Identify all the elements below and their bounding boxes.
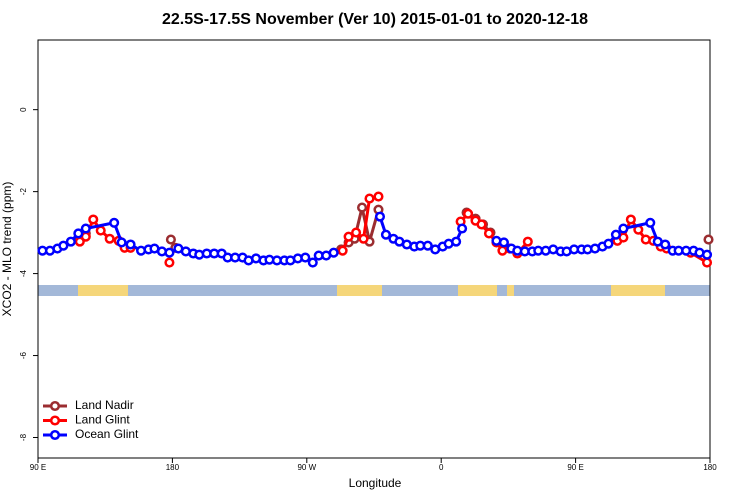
point <box>703 234 714 245</box>
y-tick-label: -2 <box>19 188 28 196</box>
legend-label: Land Glint <box>75 413 130 427</box>
point <box>618 223 629 234</box>
x-tick-label: 90 W <box>297 463 316 472</box>
point <box>358 233 369 244</box>
point <box>373 191 384 202</box>
point <box>164 247 175 258</box>
point <box>701 249 713 260</box>
land-strip <box>78 285 128 296</box>
y-axis-label: XCO2 - MLO trend (ppm) <box>0 182 14 317</box>
x-tick-label: 0 <box>439 463 444 472</box>
point <box>660 239 671 250</box>
point <box>374 211 386 222</box>
y-tick-label: -4 <box>19 269 28 277</box>
y-tick-label: 0 <box>19 107 28 112</box>
y-tick-label: -8 <box>19 433 28 441</box>
point <box>65 236 76 247</box>
point <box>457 223 468 234</box>
y-tick-label: -6 <box>19 351 28 359</box>
point <box>104 233 115 244</box>
point <box>116 237 127 248</box>
legend-marker <box>49 415 61 426</box>
x-tick-label: 90 E <box>567 463 583 472</box>
point <box>343 231 354 242</box>
point <box>522 236 533 247</box>
point <box>300 252 311 263</box>
point <box>498 237 509 248</box>
land-strip <box>458 285 497 296</box>
point <box>125 239 136 250</box>
x-tick-label: 90 E <box>30 463 46 472</box>
point <box>357 202 368 213</box>
point <box>364 193 375 204</box>
point <box>701 257 713 268</box>
point <box>88 214 99 225</box>
x-tick-label: 180 <box>166 463 180 472</box>
point <box>451 236 462 247</box>
land-strip <box>507 285 514 296</box>
land-strip <box>611 285 665 296</box>
point <box>351 227 362 238</box>
point <box>73 228 84 239</box>
point <box>165 234 176 245</box>
legend-label: Ocean Glint <box>75 427 139 441</box>
x-tick-label: 180 <box>703 463 717 472</box>
land-strip <box>337 285 382 296</box>
point <box>328 247 339 258</box>
point <box>645 217 656 228</box>
point <box>463 208 474 219</box>
point <box>164 257 175 268</box>
point <box>476 219 487 230</box>
legend-marker <box>49 400 61 412</box>
x-axis-label: Longitude <box>349 476 402 490</box>
point <box>603 238 614 249</box>
point <box>483 228 495 239</box>
chart-title: 22.5S-17.5S November (Ver 10) 2015-01-01… <box>162 11 588 28</box>
point <box>80 223 91 234</box>
point <box>337 245 348 256</box>
point <box>109 217 120 228</box>
point <box>380 229 391 240</box>
legend-label: Land Nadir <box>75 398 134 412</box>
legend-marker <box>49 429 61 441</box>
point <box>610 229 621 240</box>
point <box>307 257 318 268</box>
point <box>58 240 69 251</box>
point <box>95 225 106 236</box>
land-ocean-strip <box>38 285 710 296</box>
point <box>625 214 636 225</box>
point <box>422 240 433 251</box>
